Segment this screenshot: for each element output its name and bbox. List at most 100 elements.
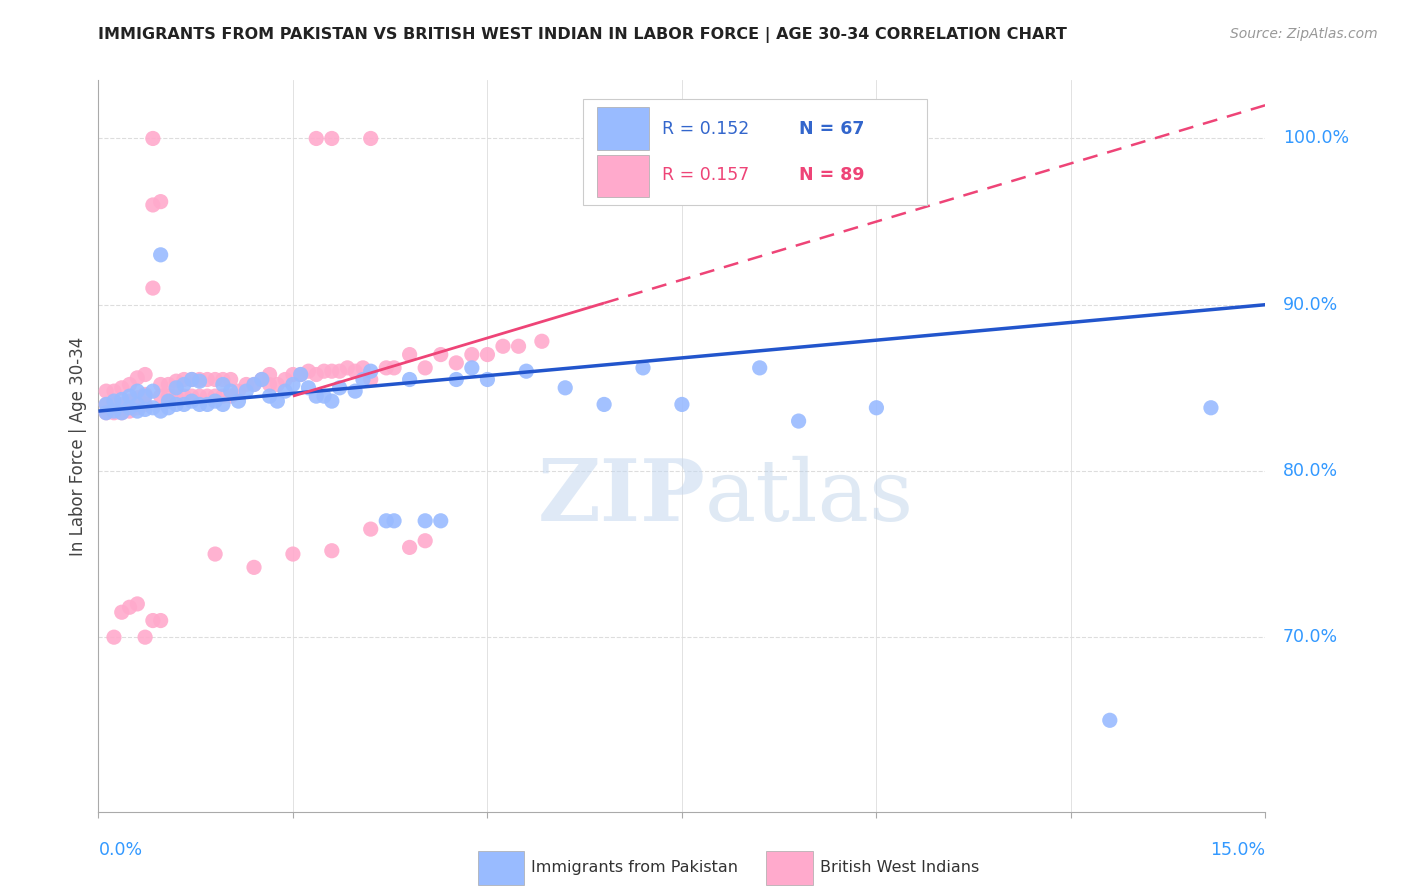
Text: 70.0%: 70.0% bbox=[1282, 628, 1339, 646]
Point bbox=[1199, 401, 1222, 415]
Point bbox=[530, 334, 553, 349]
Point bbox=[149, 389, 172, 403]
Point bbox=[111, 406, 134, 420]
Point bbox=[173, 372, 195, 386]
Point bbox=[96, 406, 118, 420]
Point bbox=[118, 377, 141, 392]
Point bbox=[103, 397, 125, 411]
Point bbox=[149, 248, 172, 262]
Point bbox=[321, 131, 343, 145]
Point bbox=[157, 377, 180, 392]
Point bbox=[1098, 713, 1121, 727]
Point bbox=[250, 372, 273, 386]
Point bbox=[134, 389, 156, 403]
Point bbox=[142, 131, 165, 145]
Bar bbox=[596, 155, 650, 197]
Point bbox=[290, 368, 312, 382]
Point bbox=[413, 514, 436, 528]
Point bbox=[375, 360, 398, 375]
Point bbox=[382, 360, 405, 375]
Point bbox=[127, 597, 149, 611]
Text: British West Indians: British West Indians bbox=[820, 861, 979, 875]
Bar bbox=[596, 107, 650, 150]
Point bbox=[413, 360, 436, 375]
Point bbox=[382, 514, 405, 528]
Point bbox=[111, 381, 134, 395]
Text: 90.0%: 90.0% bbox=[1282, 296, 1339, 314]
Point bbox=[142, 198, 165, 212]
Text: atlas: atlas bbox=[706, 456, 914, 539]
Point bbox=[281, 547, 304, 561]
Point bbox=[157, 401, 180, 415]
Point bbox=[118, 389, 141, 403]
Point bbox=[290, 368, 312, 382]
Y-axis label: In Labor Force | Age 30-34: In Labor Force | Age 30-34 bbox=[69, 336, 87, 556]
Point bbox=[204, 547, 226, 561]
Point bbox=[173, 389, 195, 403]
Point bbox=[461, 360, 484, 375]
Point bbox=[103, 404, 125, 418]
Point bbox=[446, 372, 468, 386]
Point bbox=[477, 372, 499, 386]
Point bbox=[165, 374, 187, 388]
Point bbox=[127, 397, 149, 411]
Point bbox=[305, 368, 328, 382]
Text: Immigrants from Pakistan: Immigrants from Pakistan bbox=[531, 861, 738, 875]
Point bbox=[375, 514, 398, 528]
Point bbox=[398, 541, 420, 555]
Point bbox=[593, 397, 616, 411]
Point bbox=[149, 404, 172, 418]
Point bbox=[360, 364, 382, 378]
Text: 80.0%: 80.0% bbox=[1282, 462, 1339, 480]
Point bbox=[266, 377, 288, 392]
Point bbox=[195, 397, 218, 411]
Point bbox=[228, 394, 250, 409]
Point bbox=[134, 397, 156, 411]
Point bbox=[787, 414, 810, 428]
Point bbox=[360, 372, 382, 386]
Point bbox=[297, 381, 319, 395]
Point bbox=[321, 394, 343, 409]
Point bbox=[219, 384, 242, 398]
Point bbox=[508, 339, 530, 353]
Point bbox=[274, 384, 297, 398]
Text: 15.0%: 15.0% bbox=[1211, 841, 1265, 859]
Point bbox=[250, 372, 273, 386]
Point bbox=[127, 404, 149, 418]
Point bbox=[212, 377, 235, 392]
Point bbox=[103, 394, 125, 409]
Point bbox=[103, 630, 125, 644]
Point bbox=[329, 381, 352, 395]
Point bbox=[413, 533, 436, 548]
Point bbox=[96, 397, 118, 411]
Point bbox=[281, 377, 304, 392]
Point bbox=[165, 397, 187, 411]
Point bbox=[446, 356, 468, 370]
Point bbox=[321, 543, 343, 558]
Point bbox=[266, 394, 288, 409]
Point bbox=[165, 381, 187, 395]
Point bbox=[157, 389, 180, 403]
Point bbox=[243, 560, 266, 574]
Point bbox=[398, 372, 420, 386]
Point bbox=[259, 389, 281, 403]
Point bbox=[149, 194, 172, 209]
Point bbox=[195, 389, 218, 403]
Point bbox=[118, 401, 141, 415]
Point bbox=[429, 514, 451, 528]
Point bbox=[219, 372, 242, 386]
Point bbox=[631, 360, 654, 375]
Point bbox=[212, 397, 235, 411]
Point bbox=[235, 384, 257, 398]
Point bbox=[219, 389, 242, 403]
Point bbox=[554, 381, 576, 395]
Point bbox=[235, 377, 257, 392]
Point bbox=[157, 394, 180, 409]
Point bbox=[243, 377, 266, 392]
Point bbox=[127, 384, 149, 398]
Point bbox=[204, 389, 226, 403]
Point bbox=[259, 377, 281, 392]
Point bbox=[127, 401, 149, 415]
Point bbox=[195, 372, 218, 386]
Point bbox=[165, 389, 187, 403]
